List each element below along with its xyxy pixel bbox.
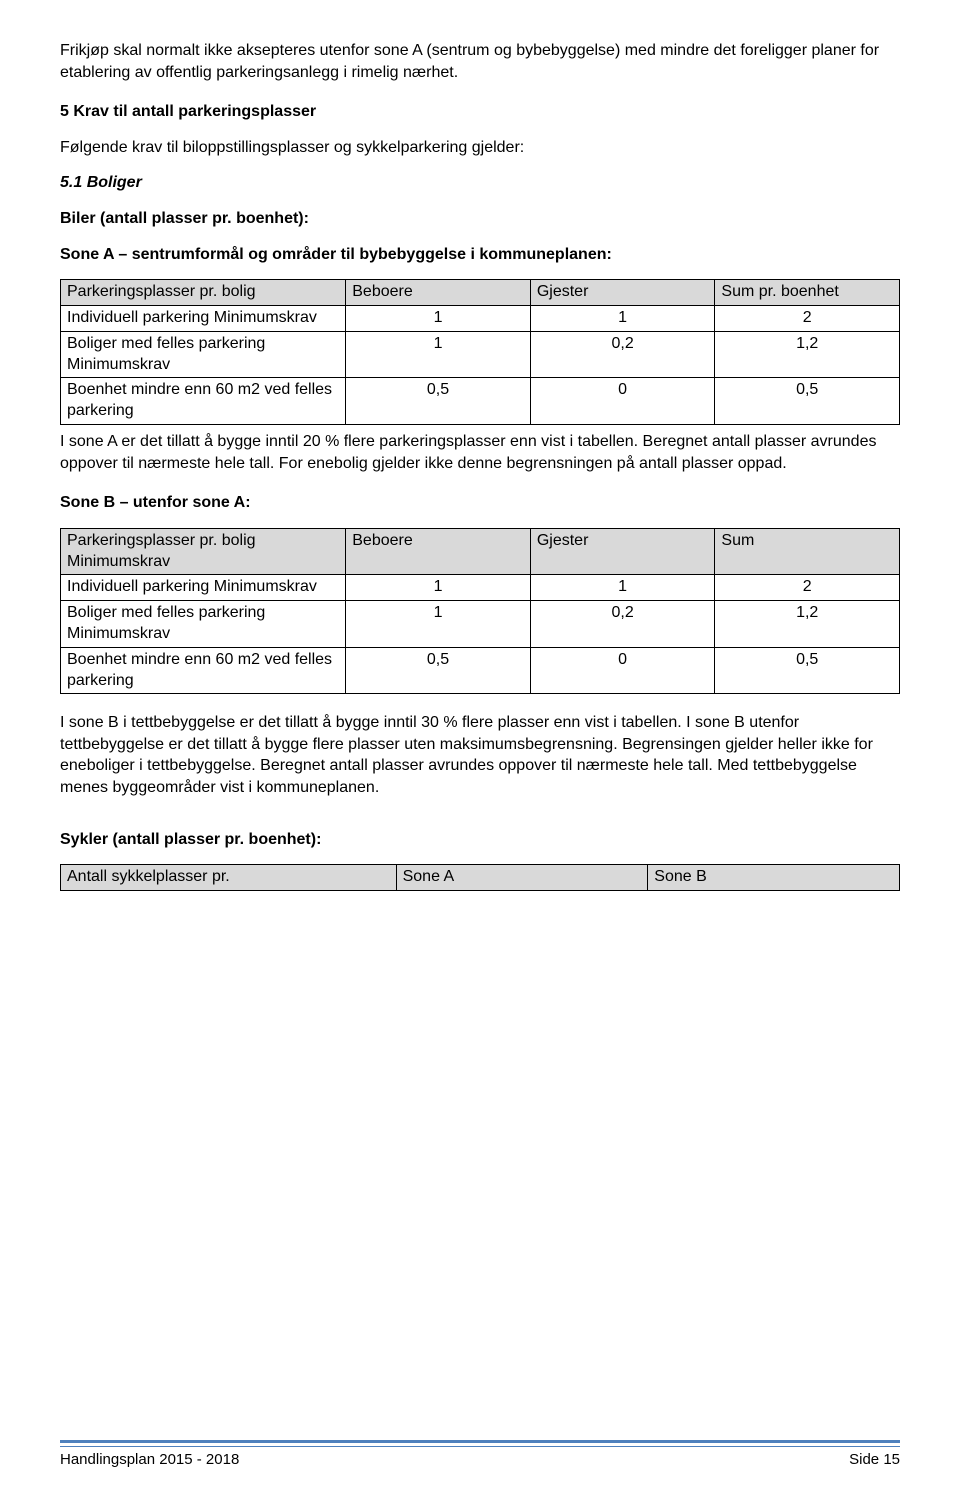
heading-5-1: 5.1 Boliger xyxy=(60,172,900,194)
table-cell: 1 xyxy=(530,305,715,331)
table-cell: 1 xyxy=(530,575,715,601)
table-cell: 1 xyxy=(346,305,531,331)
table-header-cell: Sone B xyxy=(648,865,900,891)
table-row: Individuell parkering Minimumskrav 1 1 2 xyxy=(61,305,900,331)
footer-right: Side 15 xyxy=(849,1451,900,1468)
table-sone-b: Parkeringsplasser pr. bolig Minimumskrav… xyxy=(60,528,900,695)
table-cell: Individuell parkering Minimumskrav xyxy=(61,305,346,331)
table-row: Boenhet mindre enn 60 m2 ved felles park… xyxy=(61,378,900,425)
footer-rule xyxy=(60,1440,900,1447)
table-cell: 1 xyxy=(346,575,531,601)
table-header-cell: Parkeringsplasser pr. bolig Minimumskrav xyxy=(61,528,346,575)
sone-b-heading: Sone B – utenfor sone A: xyxy=(60,492,900,514)
table-row: Antall sykkelplasser pr. Sone A Sone B xyxy=(61,865,900,891)
table-row: Parkeringsplasser pr. bolig Minimumskrav… xyxy=(61,528,900,575)
table-cell: Boenhet mindre enn 60 m2 ved felles park… xyxy=(61,647,346,694)
table-cell: Individuell parkering Minimumskrav xyxy=(61,575,346,601)
table-cell: 2 xyxy=(715,575,900,601)
table-header-cell: Beboere xyxy=(346,280,531,306)
table-header-cell: Parkeringsplasser pr. bolig xyxy=(61,280,346,306)
footer: Handlingsplan 2015 - 2018 Side 15 xyxy=(60,1440,900,1468)
table-cell: 1 xyxy=(346,331,531,378)
heading-5-subtext: Følgende krav til biloppstillingsplasser… xyxy=(60,137,900,159)
page: Frikjøp skal normalt ikke aksepteres ute… xyxy=(0,0,960,1498)
table-cell: 0,5 xyxy=(715,647,900,694)
table-row: Individuell parkering Minimumskrav 1 1 2 xyxy=(61,575,900,601)
table-cell: 0 xyxy=(530,647,715,694)
table-cell: 1,2 xyxy=(715,331,900,378)
table-cell: Boliger med felles parkering Minimumskra… xyxy=(61,601,346,648)
footer-left: Handlingsplan 2015 - 2018 xyxy=(60,1451,239,1468)
table-header-cell: Sone A xyxy=(396,865,648,891)
table-cell: 1 xyxy=(346,601,531,648)
footer-text: Handlingsplan 2015 - 2018 Side 15 xyxy=(60,1451,900,1468)
intro-paragraph: Frikjøp skal normalt ikke aksepteres ute… xyxy=(60,40,900,83)
table-cell: 0,5 xyxy=(346,647,531,694)
table-header-cell: Gjester xyxy=(530,528,715,575)
table-sone-a: Parkeringsplasser pr. bolig Beboere Gjes… xyxy=(60,279,900,425)
sone-b-note: I sone B i tettbebyggelse er det tillatt… xyxy=(60,712,900,798)
table-row: Parkeringsplasser pr. bolig Beboere Gjes… xyxy=(61,280,900,306)
table-header-cell: Sum xyxy=(715,528,900,575)
table-row: Boenhet mindre enn 60 m2 ved felles park… xyxy=(61,647,900,694)
heading-5: 5 Krav til antall parkeringsplasser xyxy=(60,101,900,123)
table-cell: 0 xyxy=(530,378,715,425)
table-row: Boliger med felles parkering Minimumskra… xyxy=(61,331,900,378)
table-cell: 2 xyxy=(715,305,900,331)
table-header-cell: Sum pr. boenhet xyxy=(715,280,900,306)
table-cell: Boliger med felles parkering Minimumskra… xyxy=(61,331,346,378)
table-header-cell: Antall sykkelplasser pr. xyxy=(61,865,397,891)
table-sykler: Antall sykkelplasser pr. Sone A Sone B xyxy=(60,864,900,891)
sone-a-heading: Sone A – sentrumformål og områder til by… xyxy=(60,244,900,266)
table-cell: 0,5 xyxy=(715,378,900,425)
table-header-cell: Gjester xyxy=(530,280,715,306)
table-cell: 1,2 xyxy=(715,601,900,648)
table-cell: 0,2 xyxy=(530,331,715,378)
table-cell: Boenhet mindre enn 60 m2 ved felles park… xyxy=(61,378,346,425)
sykler-heading: Sykler (antall plasser pr. boenhet): xyxy=(60,829,900,851)
table-cell: 0,5 xyxy=(346,378,531,425)
table-header-cell: Beboere xyxy=(346,528,531,575)
sone-a-note: I sone A er det tillatt å bygge inntil 2… xyxy=(60,431,900,474)
table-row: Boliger med felles parkering Minimumskra… xyxy=(61,601,900,648)
table-cell: 0,2 xyxy=(530,601,715,648)
biler-heading: Biler (antall plasser pr. boenhet): xyxy=(60,208,900,230)
